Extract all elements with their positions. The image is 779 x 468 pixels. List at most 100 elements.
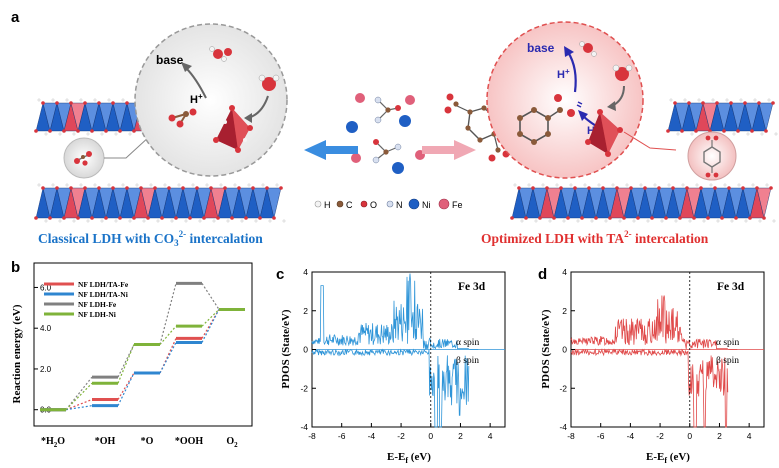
legend-atom-swatch	[408, 198, 420, 210]
ldh-oxygen-atom	[748, 216, 752, 220]
ldh-hydrogen-atom	[604, 219, 608, 223]
panel-b-label: b	[11, 259, 20, 276]
ldh-oxygen-atom	[741, 186, 745, 190]
pdos-xtick-label: 4	[747, 431, 752, 441]
ldh-hydrogen-atom	[737, 183, 741, 187]
panel-b-connector	[117, 372, 135, 400]
panel-c-beta-label: β spin	[456, 356, 479, 366]
ldh-oxygen-atom	[722, 129, 726, 133]
ldh-oxygen-atom	[729, 101, 733, 105]
ldh-octahedron	[756, 187, 772, 219]
ldh-oxygen-atom	[755, 186, 759, 190]
ldh-hydrogen-atom	[555, 183, 559, 187]
pdos-ytick-label: -4	[559, 422, 567, 432]
pdos-xtick-label: 2	[717, 431, 722, 441]
central-molecule-cluster	[346, 93, 510, 174]
ldh-oxygen-atom	[552, 216, 556, 220]
ldh-hydrogen-atom	[774, 132, 778, 136]
pdos-xtick-label: 0	[687, 431, 692, 441]
ldh-hydrogen-atom	[562, 219, 566, 223]
ldh-hydrogen-atom	[240, 219, 244, 223]
terephthalate-small-icon	[703, 135, 721, 178]
ldh-hydrogen-atom	[254, 219, 258, 223]
ldh-hydrogen-atom	[142, 219, 146, 223]
ldh-hydrogen-atom	[114, 132, 118, 136]
ldh-oxygen-atom	[664, 216, 668, 220]
water-molecule-top	[209, 46, 232, 62]
ldh-hydrogen-atom	[590, 219, 594, 223]
water-molecule-right-side	[612, 64, 633, 81]
ldh-oxygen-atom	[279, 186, 283, 190]
panel-b-connector	[159, 283, 177, 345]
panel-b-legend-label: NF LDH-Ni	[78, 310, 116, 319]
panel-b-connector	[159, 342, 177, 374]
ldh-oxygen-atom	[188, 216, 192, 220]
ldh-hydrogen-atom	[758, 219, 762, 223]
ldh-oxygen-atom	[104, 129, 108, 133]
ldh-hydrogen-atom	[72, 219, 76, 223]
ldh-hydrogen-atom	[79, 183, 83, 187]
ldh-oxygen-atom	[629, 186, 633, 190]
ldh-hydrogen-atom	[618, 219, 622, 223]
ldh-hydrogen-atom	[114, 219, 118, 223]
ldh-hydrogen-atom	[93, 183, 97, 187]
ldh-oxygen-atom	[181, 186, 185, 190]
left-proton-arrowhead	[181, 62, 192, 72]
ldh-oxygen-atom	[104, 216, 108, 220]
ldh-hydrogen-atom	[233, 183, 237, 187]
ldh-oxygen-atom	[223, 186, 227, 190]
ldh-hydrogen-atom	[646, 219, 650, 223]
ldh-oxygen-atom	[111, 101, 115, 105]
pdos-xtick-label: -6	[338, 431, 346, 441]
pdos-ytick-label: 0	[562, 345, 567, 355]
legend-atom-swatch	[438, 198, 450, 210]
ldh-hydrogen-atom	[261, 183, 265, 187]
right-proton-arrow-top	[567, 51, 577, 93]
ldh-hydrogen-atom	[513, 183, 517, 187]
pdos-ytick-label: -2	[559, 383, 567, 393]
ldh-oxygen-atom	[587, 186, 591, 190]
ldh-hydrogen-atom	[690, 132, 694, 136]
ldh-oxygen-atom	[566, 216, 570, 220]
ldh-hydrogen-atom	[226, 219, 230, 223]
ldh-hydrogen-atom	[674, 219, 678, 223]
ldh-oxygen-atom	[97, 186, 101, 190]
panel-b-connector	[65, 405, 93, 411]
pdos-xtick-label: -2	[656, 431, 664, 441]
ldh-oxygen-atom	[701, 101, 705, 105]
ldh-hydrogen-atom	[732, 132, 736, 136]
panel-b-ylabel: Reaction energy (eV)	[11, 304, 23, 403]
ldh-oxygen-atom	[118, 129, 122, 133]
left-bubble-connector	[104, 135, 151, 159]
pdos-xtick-label: -4	[368, 431, 376, 441]
ldh-hydrogen-atom	[583, 183, 587, 187]
pdos-xtick-label: -4	[627, 431, 635, 441]
ldh-hydrogen-atom	[212, 219, 216, 223]
left-h-plus-label: H+	[190, 92, 203, 106]
ldh-hydrogen-atom	[128, 132, 132, 136]
panel-d-label: d	[538, 266, 547, 283]
pdos-xtick-label: 4	[488, 431, 493, 441]
panel-b-xticks: *H2O *OH *O *OOH O2	[41, 436, 238, 449]
legend-atom-label: Ni	[422, 200, 431, 210]
ldh-hydrogen-atom	[697, 98, 701, 102]
ldh-oxygen-atom	[699, 186, 703, 190]
panel-b-connector	[65, 376, 93, 411]
ldh-oxygen-atom	[265, 186, 269, 190]
ldh-oxygen-atom	[685, 186, 689, 190]
ldh-hydrogen-atom	[184, 219, 188, 223]
ldh-hydrogen-atom	[121, 183, 125, 187]
ldh-right-top-layer	[666, 98, 778, 136]
ldh-hydrogen-atom	[198, 219, 202, 223]
fe-octahedron-left	[213, 105, 253, 153]
ldh-oxygen-atom	[692, 216, 696, 220]
ldh-oxygen-atom	[615, 186, 619, 190]
ldh-right-bottom-layer	[510, 183, 776, 223]
ldh-hydrogen-atom	[51, 98, 55, 102]
ldh-oxygen-atom	[559, 186, 563, 190]
ldh-hydrogen-atom	[653, 183, 657, 187]
ldh-oxygen-atom	[118, 216, 122, 220]
ldh-oxygen-atom	[230, 216, 234, 220]
panel-c-xticks: -8 -6 -4 -2 0 2 4	[308, 423, 493, 441]
panel-c-alpha-label: α spin	[456, 338, 479, 348]
